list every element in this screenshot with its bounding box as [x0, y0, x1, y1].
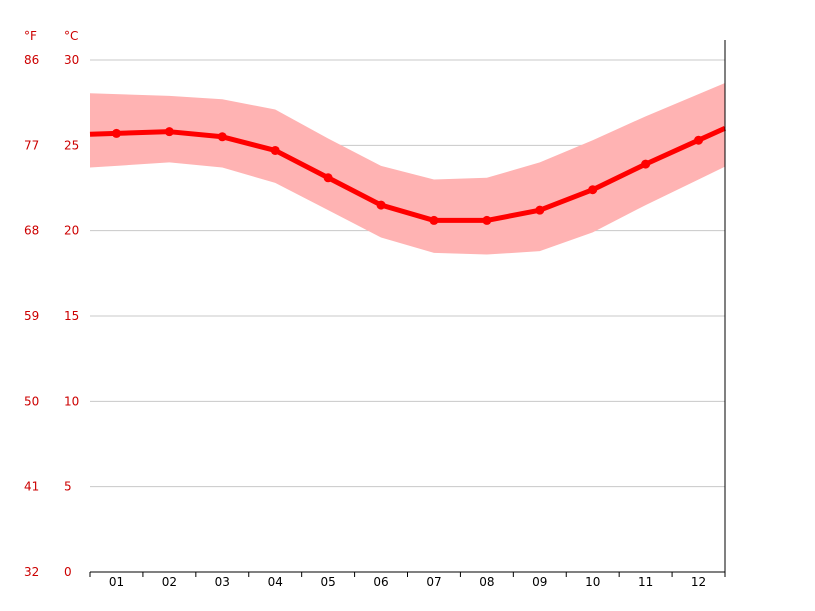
data-point — [217, 132, 227, 142]
data-point — [694, 135, 704, 145]
x-tick-label: 04 — [268, 575, 283, 589]
data-point — [323, 173, 333, 183]
fahrenheit-unit-label: °F — [24, 29, 37, 43]
y-tick-label-fahrenheit: 68 — [24, 224, 39, 238]
y-tick-label-celsius: 5 — [64, 480, 72, 494]
data-point — [482, 215, 492, 225]
x-tick-label: 03 — [215, 575, 230, 589]
x-tick-label: 01 — [109, 575, 124, 589]
y-tick-label-celsius: 15 — [64, 309, 79, 323]
average-line — [89, 125, 727, 223]
y-tick-label-fahrenheit: 50 — [24, 394, 39, 408]
data-point — [111, 128, 121, 138]
x-tick-label: 10 — [585, 575, 600, 589]
y-tick-label-fahrenheit: 86 — [24, 53, 39, 67]
y-tick-label-celsius: 25 — [64, 138, 79, 152]
temperature-range-band — [90, 83, 725, 255]
x-tick-label: 02 — [162, 575, 177, 589]
y-tick-label-fahrenheit: 41 — [24, 480, 39, 494]
y-tick-label-fahrenheit: 77 — [24, 138, 39, 152]
x-tick-label: 06 — [373, 575, 388, 589]
y-tick-label-celsius: 10 — [64, 394, 79, 408]
data-point — [641, 159, 651, 169]
y-tick-label-celsius: 20 — [64, 224, 79, 238]
average-temperature-series — [89, 125, 727, 225]
celsius-unit-label: °C — [64, 29, 78, 43]
data-point — [164, 127, 174, 137]
y-tick-label-fahrenheit: 32 — [24, 565, 39, 579]
x-tick-label: 11 — [638, 575, 653, 589]
x-tick-label: 05 — [320, 575, 335, 589]
data-point — [270, 145, 280, 155]
y-tick-label-celsius: 0 — [64, 565, 72, 579]
data-point — [429, 215, 439, 225]
x-tick-label: 12 — [691, 575, 706, 589]
y-axis-tick-labels: 0 32 5 41 10 50 15 59 20 68 25 77 30 86 — [24, 53, 79, 579]
x-tick-label: 09 — [532, 575, 547, 589]
x-tick-label: 07 — [426, 575, 441, 589]
data-point — [376, 200, 386, 210]
data-point — [588, 185, 598, 195]
range-band-area — [90, 83, 725, 255]
x-tick-label: 08 — [479, 575, 494, 589]
x-axis: 01 02 03 04 05 06 07 08 09 10 11 12 — [89, 571, 726, 589]
data-point — [535, 205, 545, 215]
y-tick-label-celsius: 30 — [64, 53, 79, 67]
y-tick-label-fahrenheit: 59 — [24, 309, 39, 323]
